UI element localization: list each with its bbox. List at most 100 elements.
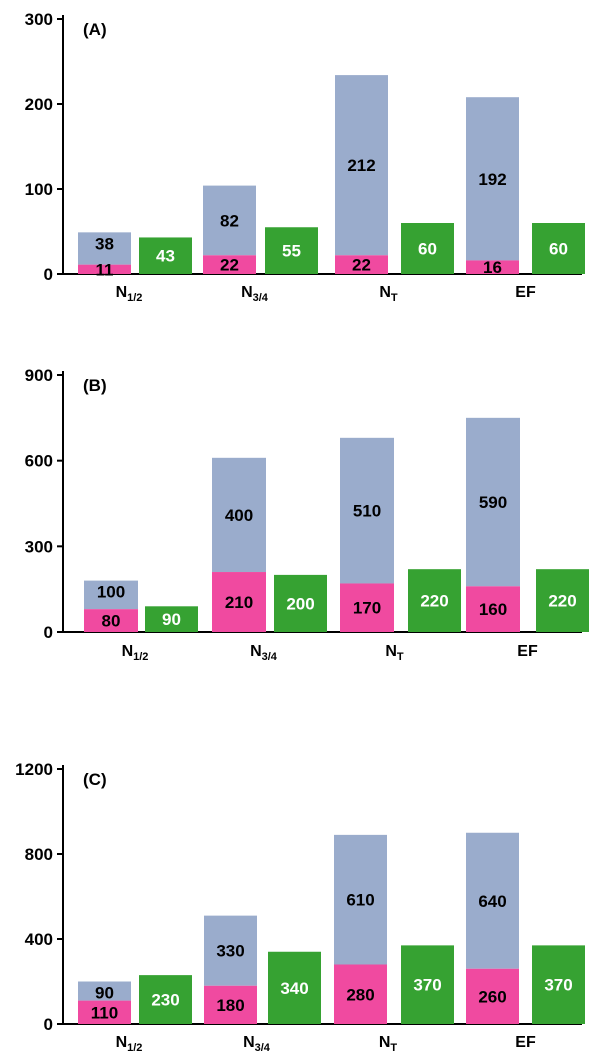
bar-upper	[78, 232, 131, 265]
data-label-single: 370	[544, 976, 572, 995]
x-tick-label: N3/4	[250, 643, 278, 663]
data-label-single: 340	[280, 979, 308, 998]
data-label-single: 220	[548, 592, 576, 611]
bar-single	[408, 569, 461, 632]
bar-upper	[78, 981, 131, 1001]
panel-b: 0 300 600 900 (B) 80 100 90 N1/2 210 400 200 N3/4 170…	[25, 366, 589, 663]
data-label-lower: 22	[352, 256, 371, 275]
y-tick-label: 1200	[15, 760, 53, 779]
x-tick-label: EF	[515, 284, 536, 301]
bar-upper	[466, 417, 520, 587]
x-tick-label: N3/4	[243, 1034, 271, 1054]
data-label-single: 220	[420, 592, 448, 611]
data-label-upper: 90	[95, 984, 114, 1003]
bar-single	[536, 569, 589, 632]
data-label-lower: 22	[220, 256, 239, 275]
data-label-upper: 590	[479, 493, 507, 512]
bar-single	[139, 975, 192, 1024]
data-label-single: 230	[151, 991, 179, 1010]
data-label-single: 55	[282, 242, 301, 261]
bar-lower	[466, 968, 519, 1024]
y-tick-label: 0	[44, 265, 53, 284]
bar-single	[268, 951, 321, 1024]
bar-lower	[203, 255, 256, 274]
data-label-lower: 180	[216, 996, 244, 1015]
panel-a: 0100200300(A)113843N1/2228255N3/42221260…	[25, 10, 585, 304]
data-label-lower: 11	[96, 260, 114, 279]
data-label-single: 43	[156, 247, 175, 266]
y-tick-label: 400	[25, 930, 53, 949]
bar-lower	[466, 260, 519, 274]
data-label-lower: 210	[225, 593, 253, 612]
y-tick-label: 300	[25, 10, 53, 29]
x-tick-label: NT	[385, 643, 404, 663]
data-label-upper: 610	[346, 891, 374, 910]
data-label-single: 200	[286, 594, 314, 613]
bar-single	[265, 227, 318, 274]
panel-title: (B)	[83, 376, 107, 395]
data-label-single: 60	[549, 240, 568, 259]
bar-lower	[78, 1000, 131, 1024]
x-tick-label: NT	[379, 284, 398, 304]
bar-lower	[78, 264, 131, 274]
bar-lower	[84, 609, 138, 632]
panel-title: (C)	[83, 770, 107, 789]
y-tick-label: 600	[25, 452, 53, 471]
panel-title: (A)	[83, 20, 107, 39]
y-tick-label: 300	[25, 537, 53, 556]
bar-lower	[340, 583, 394, 632]
data-label-lower: 16	[483, 258, 502, 277]
bar-lower	[212, 572, 266, 632]
data-label-upper: 330	[216, 942, 244, 961]
data-label-lower: 280	[346, 985, 374, 1004]
data-label-upper: 192	[478, 170, 506, 189]
data-label-single: 90	[162, 610, 181, 629]
data-label-upper: 510	[353, 502, 381, 521]
data-label-upper: 400	[225, 506, 253, 525]
y-tick-label: 900	[25, 366, 53, 385]
bar-single	[401, 945, 454, 1024]
bar-lower	[334, 964, 387, 1024]
bar-lower	[466, 586, 520, 632]
y-tick-label: 800	[25, 845, 53, 864]
data-label-upper: 212	[347, 156, 375, 175]
data-label-single: 60	[418, 240, 437, 259]
data-label-upper: 82	[220, 211, 239, 230]
data-label-lower: 160	[479, 600, 507, 619]
bar-upper	[466, 832, 519, 969]
x-tick-label: EF	[515, 1034, 536, 1051]
x-tick-label: N1/2	[116, 284, 143, 304]
y-tick-label: 100	[25, 180, 53, 199]
bar-single	[145, 606, 198, 632]
data-label-upper: 38	[95, 234, 114, 253]
bar-single	[401, 223, 454, 274]
data-label-lower: 170	[353, 599, 381, 618]
data-label-upper: 640	[478, 892, 506, 911]
x-tick-label: N1/2	[116, 1034, 143, 1054]
bar-lower	[335, 255, 388, 274]
bar-single	[139, 237, 192, 274]
bar-single	[532, 945, 585, 1024]
data-label-lower: 110	[91, 1003, 118, 1022]
x-tick-label: EF	[517, 643, 538, 660]
bar-upper	[84, 580, 138, 610]
bar-upper	[466, 97, 519, 261]
bar-single	[532, 223, 585, 274]
bar-upper	[334, 834, 387, 965]
y-tick-label: 0	[44, 1015, 53, 1034]
data-label-lower: 260	[478, 987, 506, 1006]
bar-upper	[335, 75, 388, 256]
x-tick-label: N1/2	[122, 643, 149, 663]
y-tick-label: 0	[44, 623, 53, 642]
bar-lower	[204, 985, 257, 1024]
bar-upper	[203, 185, 256, 256]
data-label-upper: 100	[97, 583, 125, 602]
data-label-single: 370	[413, 976, 441, 995]
bar-upper	[340, 437, 394, 584]
x-tick-label: N3/4	[241, 284, 269, 304]
x-tick-label: NT	[379, 1034, 398, 1054]
bar-upper	[212, 457, 266, 573]
data-label-lower: 80	[102, 612, 121, 631]
